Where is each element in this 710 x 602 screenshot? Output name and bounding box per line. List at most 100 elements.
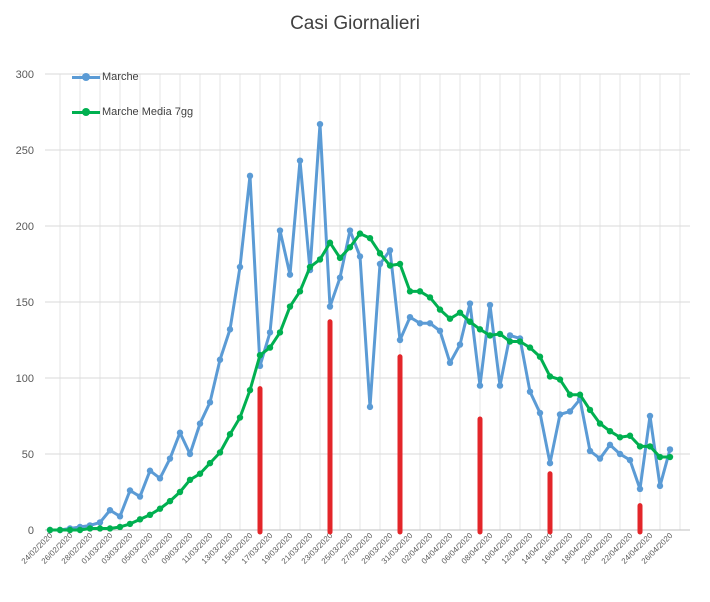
- data-point-marche: [426, 320, 434, 327]
- data-point-marche: [186, 450, 194, 458]
- data-point-media-7gg: [396, 260, 404, 268]
- data-point-media-7gg: [296, 288, 304, 295]
- data-point-media-7gg: [566, 391, 574, 398]
- data-point-marche: [476, 382, 484, 389]
- data-point-marche: [326, 303, 334, 310]
- data-point-marche: [176, 429, 184, 436]
- data-point-media-7gg: [596, 420, 604, 427]
- data-point-media-7gg: [556, 376, 564, 383]
- legend-swatch-marche: [72, 72, 100, 82]
- data-point-media-7gg: [276, 329, 284, 336]
- data-point-media-7gg: [386, 262, 394, 269]
- data-point-media-7gg: [656, 453, 664, 461]
- data-point-media-7gg: [466, 318, 474, 325]
- legend: Marche Marche Media 7gg: [72, 68, 193, 138]
- data-point-marche: [266, 329, 274, 336]
- data-point-media-7gg: [66, 526, 74, 534]
- data-point-media-7gg: [76, 526, 84, 534]
- data-point-media-7gg: [256, 352, 264, 359]
- data-point-marche: [346, 227, 354, 234]
- data-point-marche: [206, 399, 214, 406]
- data-point-marche: [636, 485, 644, 493]
- data-point-marche: [506, 332, 514, 339]
- y-tick-label: 300: [16, 69, 34, 81]
- data-point-marche: [196, 420, 204, 427]
- data-point-marche: [646, 412, 654, 420]
- data-point-marche: [626, 456, 634, 464]
- data-point-media-7gg: [516, 338, 524, 345]
- data-point-marche: [436, 327, 444, 335]
- data-point-marche: [486, 301, 494, 309]
- data-point-marche: [96, 519, 104, 526]
- y-tick-label: 150: [16, 297, 34, 309]
- chart-title: Casi Giornalieri: [290, 13, 420, 34]
- y-tick-label: 200: [16, 221, 34, 233]
- data-point-marche: [596, 455, 604, 462]
- data-point-media-7gg: [346, 244, 354, 251]
- data-point-marche: [376, 260, 384, 268]
- data-point-media-7gg: [536, 353, 544, 360]
- legend-item-media: Marche Media 7gg: [72, 103, 193, 121]
- data-point-media-7gg: [456, 309, 464, 316]
- data-point-media-7gg: [236, 414, 244, 421]
- data-point-marche: [416, 320, 424, 327]
- legend-label-media: Marche Media 7gg: [102, 106, 194, 118]
- data-point-media-7gg: [86, 525, 94, 532]
- data-point-media-7gg: [316, 256, 324, 263]
- y-tick-label: 100: [16, 373, 34, 385]
- y-tick-label: 250: [16, 145, 34, 157]
- data-point-media-7gg: [486, 332, 494, 339]
- data-point-media-7gg: [416, 288, 424, 295]
- data-point-media-7gg: [546, 373, 554, 380]
- data-point-media-7gg: [116, 523, 124, 531]
- legend-label-marche: Marche: [102, 71, 139, 83]
- data-point-media-7gg: [506, 338, 514, 345]
- data-point-media-7gg: [326, 239, 334, 246]
- data-point-media-7gg: [426, 294, 434, 301]
- data-point-media-7gg: [136, 516, 144, 523]
- data-point-media-7gg: [526, 344, 534, 351]
- data-point-marche: [446, 359, 454, 366]
- data-point-marche: [466, 300, 474, 307]
- data-point-media-7gg: [496, 330, 504, 338]
- data-point-marche: [406, 314, 414, 321]
- data-point-marche: [146, 467, 154, 474]
- data-point-media-7gg: [626, 432, 634, 439]
- data-point-media-7gg: [586, 406, 594, 414]
- data-point-marche: [566, 408, 574, 415]
- data-point-media-7gg: [46, 526, 54, 534]
- data-point-media-7gg: [56, 526, 64, 534]
- data-point-media-7gg: [166, 497, 174, 505]
- data-point-marche: [616, 450, 624, 458]
- data-point-marche: [336, 274, 344, 281]
- data-point-marche: [546, 459, 554, 467]
- data-point-media-7gg: [446, 315, 454, 322]
- y-tick-label: 50: [22, 449, 34, 461]
- data-point-marche: [136, 493, 144, 500]
- data-point-marche: [396, 336, 404, 344]
- data-point-media-7gg: [636, 443, 644, 450]
- data-point-media-7gg: [406, 288, 414, 295]
- data-point-marche: [456, 341, 464, 348]
- data-point-media-7gg: [106, 525, 114, 532]
- data-point-media-7gg: [616, 434, 624, 441]
- data-point-media-7gg: [226, 431, 234, 438]
- data-point-marche: [556, 411, 564, 418]
- y-tick-label: 0: [28, 525, 34, 537]
- data-point-media-7gg: [266, 344, 274, 351]
- data-point-marche: [226, 326, 234, 333]
- data-point-marche: [156, 475, 164, 482]
- data-point-media-7gg: [646, 443, 654, 450]
- data-point-marche: [496, 382, 504, 389]
- data-point-marche: [536, 409, 544, 417]
- data-point-marche: [286, 271, 294, 278]
- data-point-marche: [606, 441, 614, 449]
- data-point-media-7gg: [576, 391, 584, 398]
- data-point-media-7gg: [216, 449, 224, 456]
- data-point-media-7gg: [96, 525, 104, 532]
- data-point-marche: [356, 253, 364, 260]
- data-point-marche: [386, 247, 394, 254]
- data-point-media-7gg: [376, 250, 384, 257]
